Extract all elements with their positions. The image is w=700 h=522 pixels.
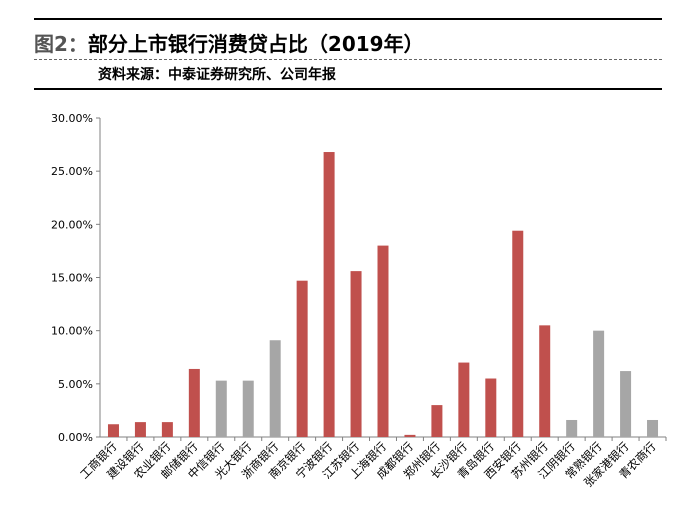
- bar: [242, 380, 254, 437]
- bar: [593, 330, 605, 437]
- figure-title-row: 图2：部分上市银行消费贷占比（2019年）: [34, 28, 424, 58]
- bar: [350, 271, 362, 437]
- bar: [485, 378, 497, 437]
- bar: [647, 419, 659, 437]
- y-tick-label: 5.00%: [58, 378, 93, 391]
- bar: [107, 424, 119, 437]
- bar: [161, 422, 173, 437]
- y-tick-label: 20.00%: [51, 218, 93, 231]
- bar: [512, 230, 524, 437]
- top-rule: [34, 18, 662, 20]
- bar: [134, 422, 146, 437]
- header-bottom-rule: [34, 88, 662, 90]
- y-tick-label: 30.00%: [51, 112, 93, 125]
- bar: [188, 368, 200, 437]
- y-tick-label: 25.00%: [51, 165, 93, 178]
- bar: [458, 362, 470, 437]
- bar: [269, 340, 281, 437]
- y-tick-label: 0.00%: [58, 431, 93, 444]
- figure-title: 部分上市银行消费贷占比（2019年）: [87, 32, 424, 56]
- bar: [620, 371, 632, 437]
- y-tick-label: 10.00%: [51, 325, 93, 338]
- bar: [404, 434, 416, 437]
- bar: [296, 280, 308, 437]
- bar: [215, 380, 227, 437]
- y-tick-label: 15.00%: [51, 272, 93, 285]
- figure-label: 图2：: [34, 32, 88, 56]
- bar: [539, 325, 551, 437]
- source-note: 资料来源：中泰证券研究所、公司年报: [98, 67, 336, 83]
- bar: [431, 405, 443, 437]
- dashed-divider: [34, 59, 662, 60]
- bar: [377, 245, 389, 437]
- bar: [566, 419, 578, 437]
- bar: [323, 152, 335, 437]
